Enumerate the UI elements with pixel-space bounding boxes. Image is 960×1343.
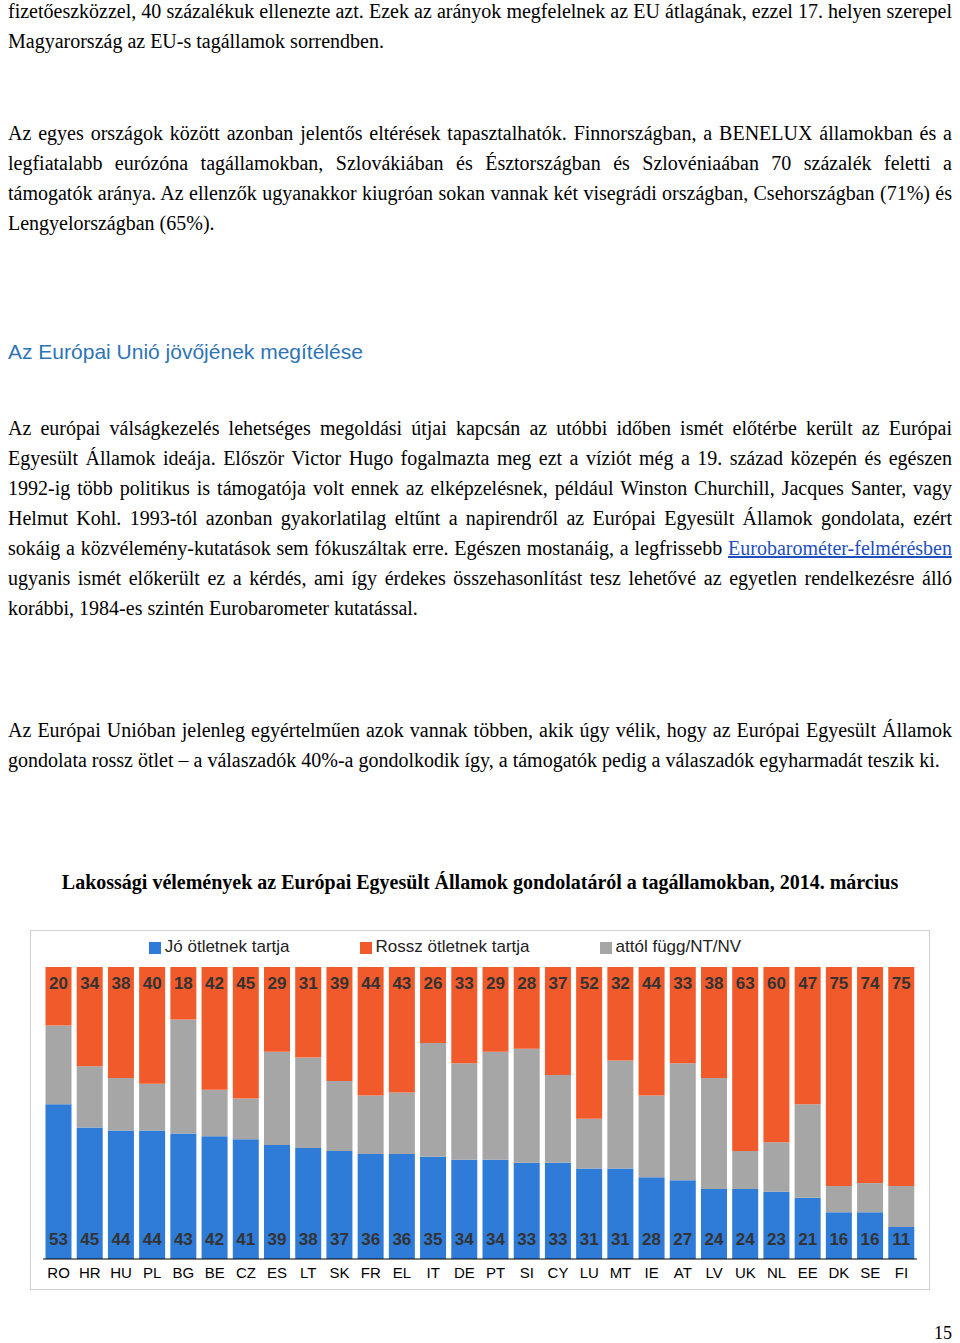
svg-text:35: 35 xyxy=(424,1230,443,1249)
svg-text:42: 42 xyxy=(205,1230,224,1249)
svg-text:28: 28 xyxy=(642,1230,661,1249)
svg-text:CY: CY xyxy=(548,1264,569,1281)
svg-text:27: 27 xyxy=(673,1230,692,1249)
svg-text:EE: EE xyxy=(798,1264,818,1281)
svg-text:44: 44 xyxy=(111,1230,130,1249)
svg-text:HU: HU xyxy=(110,1264,132,1281)
svg-text:33: 33 xyxy=(673,974,692,993)
svg-text:44: 44 xyxy=(642,974,661,993)
svg-text:16: 16 xyxy=(829,1230,848,1249)
svg-text:FR: FR xyxy=(361,1264,381,1281)
svg-text:18: 18 xyxy=(174,974,193,993)
svg-text:29: 29 xyxy=(486,974,505,993)
svg-text:31: 31 xyxy=(611,1230,630,1249)
svg-text:FI: FI xyxy=(895,1264,908,1281)
svg-text:34: 34 xyxy=(80,974,99,993)
html-text:ugyanis ismét előkerült ez a k: ugyanis ismét előkerült ez a kérdés, ami… xyxy=(8,567,952,619)
svg-text:37: 37 xyxy=(330,1230,349,1249)
html-text:Az Európai Unió jövőjének megí: Az Európai Unió jövőjének megítélése xyxy=(8,340,363,363)
svg-text:29: 29 xyxy=(268,974,287,993)
svg-text:UK: UK xyxy=(735,1264,756,1281)
svg-text:DE: DE xyxy=(454,1264,475,1281)
svg-text:39: 39 xyxy=(330,974,349,993)
svg-text:IT: IT xyxy=(427,1264,440,1281)
svg-text:74: 74 xyxy=(861,974,880,993)
svg-text:37: 37 xyxy=(548,974,567,993)
html-text:Az egyes országok között azonb: Az egyes országok között azonban jelentő… xyxy=(8,122,952,234)
svg-text:SI: SI xyxy=(520,1264,534,1281)
html-text:fizetőeszközzel, 40 százalékuk: fizetőeszközzel, 40 százalékuk ellenezte… xyxy=(8,0,952,52)
svg-text:45: 45 xyxy=(80,1230,99,1249)
svg-text:BE: BE xyxy=(205,1264,225,1281)
svg-text:SE: SE xyxy=(860,1264,880,1281)
html-text:Rossz ötletnek tartja: Rossz ötletnek tartja xyxy=(375,937,530,956)
svg-text:SK: SK xyxy=(330,1264,350,1281)
svg-text:ES: ES xyxy=(267,1264,287,1281)
svg-text:PT: PT xyxy=(486,1264,505,1281)
svg-text:36: 36 xyxy=(361,1230,380,1249)
svg-text:LU: LU xyxy=(580,1264,599,1281)
svg-text:20: 20 xyxy=(49,974,68,993)
svg-text:33: 33 xyxy=(455,974,474,993)
svg-text:45: 45 xyxy=(236,974,255,993)
html-text:Jó ötletnek tartja: Jó ötletnek tartja xyxy=(164,937,290,956)
svg-text:53: 53 xyxy=(49,1230,68,1249)
svg-text:63: 63 xyxy=(736,974,755,993)
svg-text:60: 60 xyxy=(767,974,786,993)
html-text:attól függ/NT/NV: attól függ/NT/NV xyxy=(615,937,742,956)
svg-text:IE: IE xyxy=(645,1264,659,1281)
svg-text:38: 38 xyxy=(111,974,130,993)
svg-text:RO: RO xyxy=(47,1264,70,1281)
html-text:Az európai válságkezelés lehet: Az európai válságkezelés lehetséges mego… xyxy=(8,417,952,559)
svg-text:28: 28 xyxy=(517,974,536,993)
svg-text:24: 24 xyxy=(736,1230,755,1249)
svg-text:33: 33 xyxy=(517,1230,536,1249)
svg-text:52: 52 xyxy=(580,974,599,993)
svg-text:31: 31 xyxy=(580,1230,599,1249)
svg-text:31: 31 xyxy=(299,974,318,993)
svg-text:MT: MT xyxy=(610,1264,632,1281)
svg-text:44: 44 xyxy=(143,1230,162,1249)
svg-text:EL: EL xyxy=(393,1264,411,1281)
svg-text:39: 39 xyxy=(268,1230,287,1249)
svg-text:21: 21 xyxy=(798,1230,817,1249)
svg-text:23: 23 xyxy=(767,1230,786,1249)
svg-text:BG: BG xyxy=(173,1264,195,1281)
html-text:Lakossági vélemények az Európa: Lakossági vélemények az Európai Egyesült… xyxy=(61,871,899,893)
svg-text:47: 47 xyxy=(798,974,817,993)
svg-text:AT: AT xyxy=(674,1264,692,1281)
svg-text:33: 33 xyxy=(548,1230,567,1249)
svg-text:38: 38 xyxy=(705,974,724,993)
svg-text:CZ: CZ xyxy=(236,1264,256,1281)
svg-text:32: 32 xyxy=(611,974,630,993)
svg-text:11: 11 xyxy=(892,1230,910,1249)
svg-text:16: 16 xyxy=(861,1230,880,1249)
svg-text:44: 44 xyxy=(361,974,380,993)
svg-text:75: 75 xyxy=(829,974,848,993)
svg-text:34: 34 xyxy=(486,1230,505,1249)
svg-text:26: 26 xyxy=(424,974,443,993)
svg-text:42: 42 xyxy=(205,974,224,993)
svg-text:34: 34 xyxy=(455,1230,474,1249)
svg-text:PL: PL xyxy=(143,1264,161,1281)
svg-text:LT: LT xyxy=(300,1264,316,1281)
svg-text:40: 40 xyxy=(143,974,162,993)
svg-text:38: 38 xyxy=(299,1230,318,1249)
svg-text:36: 36 xyxy=(392,1230,411,1249)
svg-text:NL: NL xyxy=(767,1264,786,1281)
html-text:Az Európai Unióban jelenleg eg: Az Európai Unióban jelenleg egyértelműen… xyxy=(8,719,952,771)
svg-text:LV: LV xyxy=(705,1264,722,1281)
svg-text:41: 41 xyxy=(236,1230,255,1249)
svg-text:43: 43 xyxy=(174,1230,193,1249)
html-text:15: 15 xyxy=(934,1323,952,1343)
svg-text:HR: HR xyxy=(79,1264,101,1281)
svg-text:DK: DK xyxy=(829,1264,850,1281)
svg-text:43: 43 xyxy=(392,974,411,993)
svg-text:24: 24 xyxy=(705,1230,724,1249)
svg-text:75: 75 xyxy=(892,974,911,993)
